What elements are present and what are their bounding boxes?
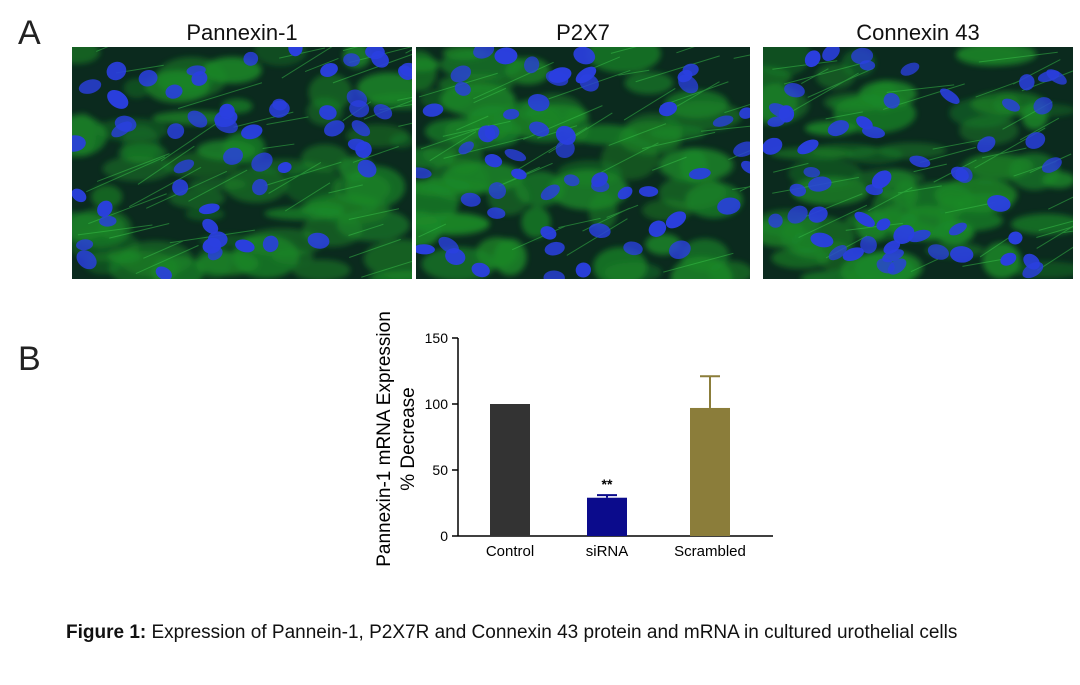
bar-control xyxy=(490,404,530,536)
panel-label-a: A xyxy=(18,14,41,52)
x-tick-label: siRNA xyxy=(586,543,629,560)
micrograph-title-pannexin: Pannexin-1 xyxy=(186,20,298,45)
figure-caption: Figure 1: Expression of Pannein-1, P2X7R… xyxy=(66,620,1046,646)
x-tick-label: Control xyxy=(486,543,534,560)
panel-label-b: B xyxy=(18,340,41,378)
y-tick-label: 150 xyxy=(425,330,449,346)
bar-sirna xyxy=(587,497,627,536)
caption-label: Figure 1: xyxy=(66,622,147,643)
y-axis-label-line-2: % Decrease xyxy=(398,387,419,491)
y-tick-label: 0 xyxy=(440,528,448,544)
micrograph-p2x7 xyxy=(416,47,750,279)
micrograph-title-connexin: Connexin 43 xyxy=(856,20,980,45)
y-tick-label: 100 xyxy=(425,396,449,412)
y-tick-label: 50 xyxy=(432,462,448,478)
micrograph-pannexin xyxy=(72,47,412,279)
y-axis-label-line-1: Pannexin-1 mRNA Expression xyxy=(374,311,395,567)
micrograph-title-p2x7: P2X7 xyxy=(556,20,610,45)
micrograph-connexin xyxy=(763,47,1073,279)
x-tick-label: Scrambled xyxy=(674,543,746,560)
caption-text: Expression of Pannein-1, P2X7R and Conne… xyxy=(146,622,958,643)
bar-chart: 0 50 100 150 Pannexin-1 mRNA Expression% Dec… xyxy=(374,311,773,567)
significance-annotation: ** xyxy=(602,476,613,492)
bar-scrambled xyxy=(690,407,730,536)
